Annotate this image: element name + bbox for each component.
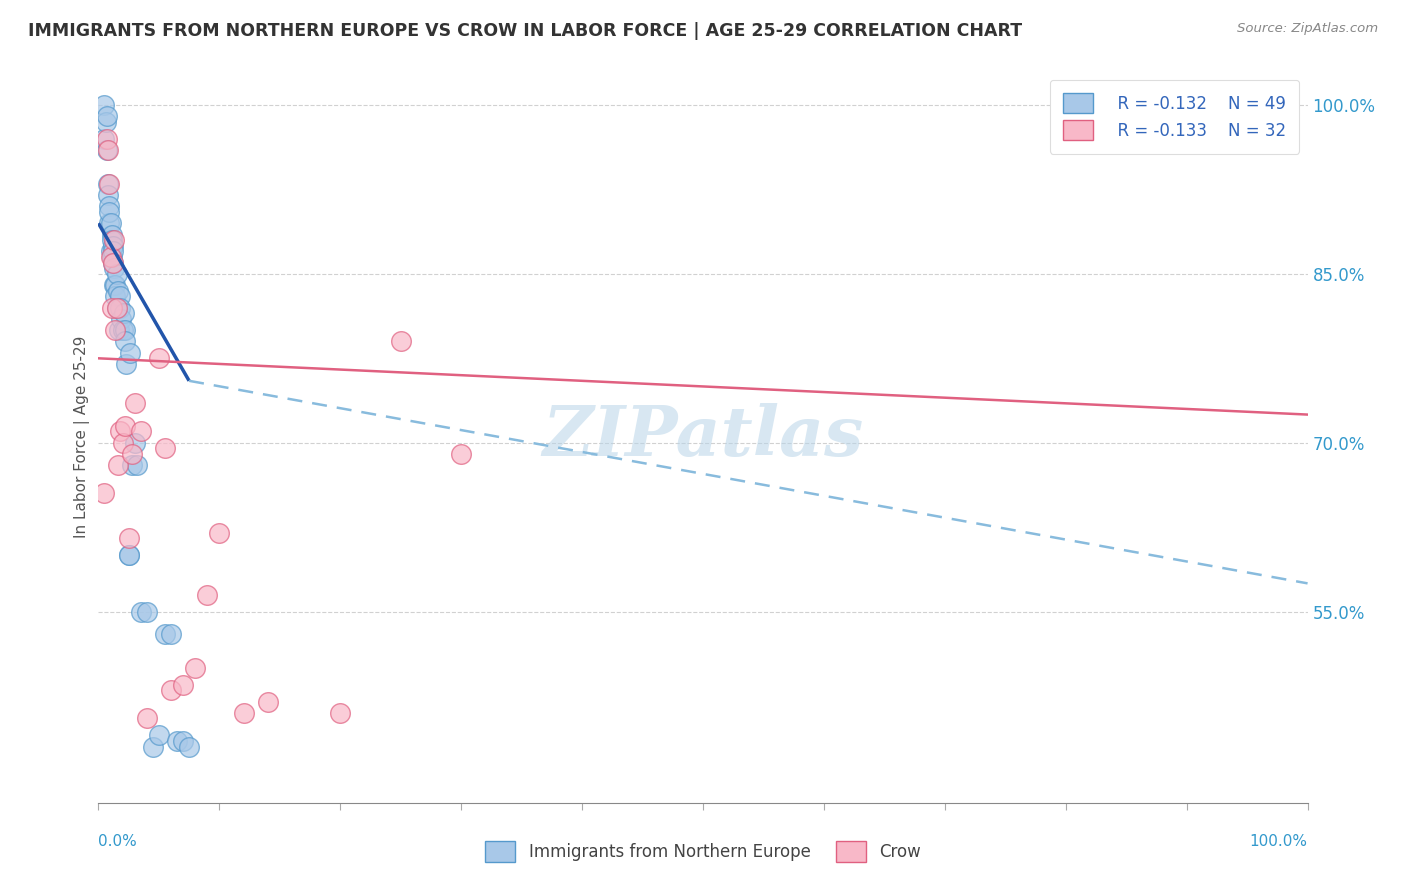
Point xyxy=(101,244,124,259)
Text: 100.0%: 100.0% xyxy=(1250,834,1308,849)
Point xyxy=(104,323,127,337)
Point xyxy=(450,447,472,461)
Point xyxy=(121,458,143,473)
Point xyxy=(103,278,125,293)
Point xyxy=(184,661,207,675)
Point xyxy=(153,442,176,456)
Point xyxy=(121,447,143,461)
Point xyxy=(389,334,412,349)
Point xyxy=(111,323,134,337)
Point xyxy=(148,728,170,742)
Point xyxy=(124,396,146,410)
Point xyxy=(107,284,129,298)
Point xyxy=(111,435,134,450)
Point xyxy=(114,323,136,337)
Point xyxy=(160,683,183,698)
Point xyxy=(112,306,135,320)
Point xyxy=(93,486,115,500)
Point xyxy=(329,706,352,720)
Point xyxy=(105,301,128,315)
Point xyxy=(114,334,136,349)
Point xyxy=(108,289,131,303)
Point xyxy=(1236,98,1258,112)
Point xyxy=(108,323,131,337)
Point xyxy=(114,418,136,433)
Point xyxy=(107,458,129,473)
Point xyxy=(108,301,131,315)
Point xyxy=(100,250,122,264)
Point xyxy=(135,711,157,725)
Point xyxy=(96,109,118,123)
Point xyxy=(160,627,183,641)
Point xyxy=(195,588,218,602)
Point xyxy=(97,143,120,157)
Point xyxy=(232,706,254,720)
Point xyxy=(93,132,115,146)
Point xyxy=(96,143,118,157)
Point xyxy=(166,734,188,748)
Text: ZIPatlas: ZIPatlas xyxy=(543,403,863,471)
Point xyxy=(103,233,125,247)
Point xyxy=(105,301,128,315)
Point xyxy=(118,345,141,359)
Point xyxy=(98,205,121,219)
Point xyxy=(100,227,122,242)
Point xyxy=(97,188,120,202)
Point xyxy=(100,244,122,259)
Point xyxy=(100,250,122,264)
Point xyxy=(115,357,138,371)
Point xyxy=(98,216,121,230)
Point xyxy=(129,605,152,619)
Point xyxy=(93,98,115,112)
Point xyxy=(98,177,121,191)
Point xyxy=(100,233,122,247)
Point xyxy=(148,351,170,366)
Point xyxy=(96,132,118,146)
Point xyxy=(104,289,127,303)
Y-axis label: In Labor Force | Age 25-29: In Labor Force | Age 25-29 xyxy=(75,336,90,538)
Point xyxy=(105,267,128,281)
Point xyxy=(108,425,131,439)
Point xyxy=(142,739,165,754)
Point xyxy=(135,605,157,619)
Point xyxy=(100,301,122,315)
Point xyxy=(100,216,122,230)
Point xyxy=(153,627,176,641)
Point xyxy=(118,532,141,546)
Point xyxy=(208,525,231,540)
Point xyxy=(179,739,201,754)
Point xyxy=(94,115,117,129)
Point xyxy=(101,255,124,269)
Point xyxy=(118,548,141,562)
Text: Source: ZipAtlas.com: Source: ZipAtlas.com xyxy=(1237,22,1378,36)
Point xyxy=(110,312,132,326)
Point xyxy=(127,458,149,473)
Point xyxy=(172,678,194,692)
Point xyxy=(118,548,141,562)
Point xyxy=(124,435,146,450)
Point xyxy=(104,278,127,293)
Legend: Immigrants from Northern Europe, Crow: Immigrants from Northern Europe, Crow xyxy=(472,828,934,875)
Point xyxy=(129,425,152,439)
Point xyxy=(256,694,278,708)
Text: 0.0%: 0.0% xyxy=(98,834,138,849)
Point xyxy=(103,261,125,276)
Point xyxy=(98,199,121,213)
Text: IMMIGRANTS FROM NORTHERN EUROPE VS CROW IN LABOR FORCE | AGE 25-29 CORRELATION C: IMMIGRANTS FROM NORTHERN EUROPE VS CROW … xyxy=(28,22,1022,40)
Point xyxy=(172,734,194,748)
Point xyxy=(97,177,120,191)
Point xyxy=(101,255,124,269)
Point xyxy=(101,239,124,253)
